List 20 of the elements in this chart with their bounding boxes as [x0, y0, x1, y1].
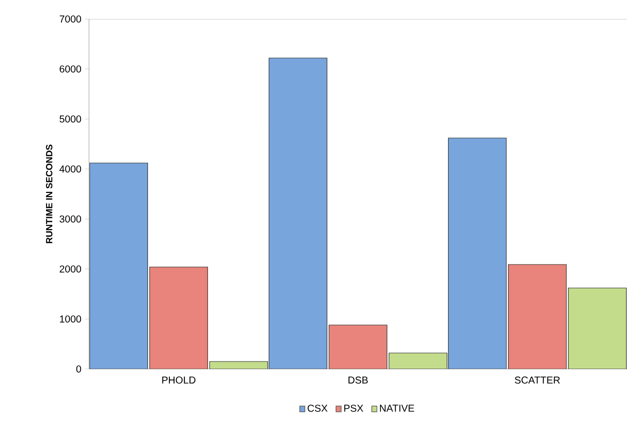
y-tick-label: 0: [76, 365, 82, 373]
bar: [149, 266, 208, 369]
x-tick-label: DSB: [348, 376, 368, 384]
bar: [568, 288, 627, 369]
y-tick-label: 1000: [60, 315, 82, 323]
x-tick-label: PHOLD: [162, 376, 196, 384]
y-tick-label: 3000: [60, 215, 82, 223]
y-tick-label: 6000: [60, 65, 82, 73]
y-tick-label: 7000: [60, 15, 82, 23]
bar: [388, 352, 448, 369]
y-tick-label: 4000: [59, 165, 82, 173]
legend-label: NATIVE: [380, 404, 414, 412]
bar: [328, 324, 388, 369]
y-axis-title: RUNTIME IN SECONDS: [46, 144, 52, 244]
legend-label: CSX: [308, 404, 328, 412]
y-tick-label: 5000: [60, 115, 82, 123]
legend-label: PSX: [344, 404, 364, 412]
y-tick-label: 2000: [60, 265, 82, 273]
x-tick-label: SCATTER: [514, 376, 560, 384]
bar: [508, 264, 567, 369]
